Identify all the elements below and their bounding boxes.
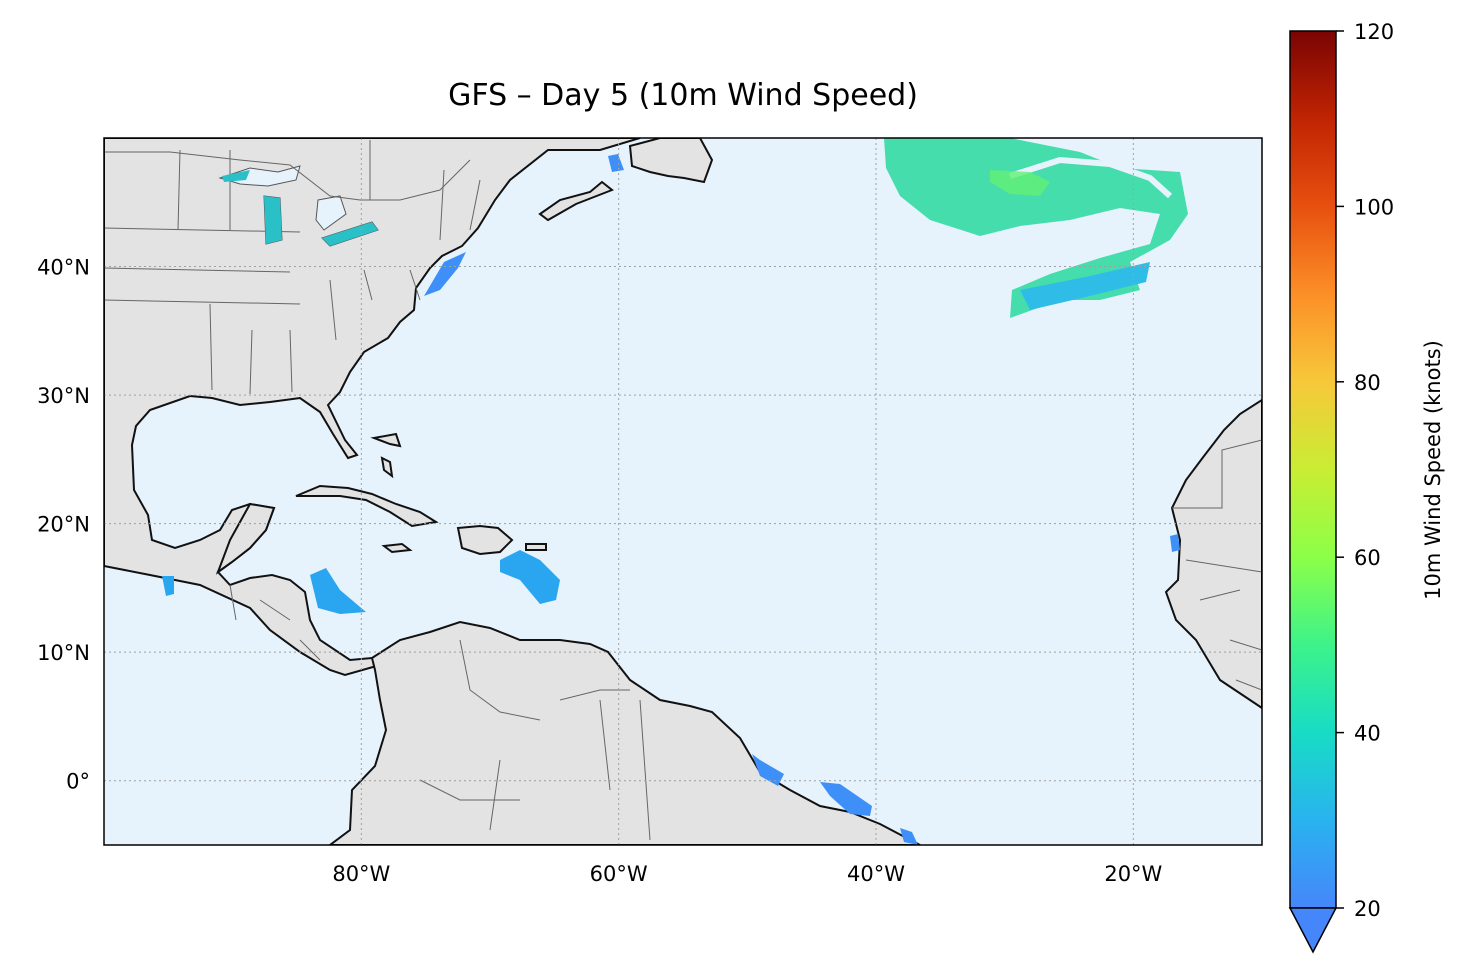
cyclone-eye-ring: [1009, 156, 1173, 199]
equatorial-wind-patch: [752, 754, 918, 845]
cuba-island: [295, 484, 439, 528]
west-africa-wind-patch: [1170, 534, 1180, 552]
colorbar-tick-label: 40: [1354, 722, 1381, 746]
longitude-tick-labels: 80°W 60°W 40°W 20°W: [332, 862, 1162, 886]
gridlines: [104, 138, 1262, 845]
colorbar-tick-label: 100: [1354, 195, 1394, 219]
colorbar-tick-label: 80: [1354, 371, 1381, 395]
colorbar-label: 10m Wind Speed (knots): [1421, 340, 1445, 600]
nova-scotia: [538, 180, 614, 222]
latitude-tick-labels: 40°N 30°N 20°N 10°N 0°: [37, 256, 90, 794]
cyclone-core: [990, 170, 1050, 196]
colorbar-gradient: [1289, 30, 1337, 909]
east-coast-wind-patch: [424, 252, 466, 296]
map-title: GFS – Day 5 (10m Wind Speed): [448, 78, 918, 113]
colorbar-tick-label: 20: [1354, 897, 1381, 921]
colorbar-tick-label: 60: [1354, 546, 1381, 570]
latitude-tick-label: 10°N: [37, 641, 90, 665]
jamaica-island: [381, 542, 413, 554]
political-borders: [104, 140, 1262, 841]
colorbar: 20 40 60 80 100 120 10m Wind Speed (knots): [1288, 20, 1445, 954]
honduras-wind-patch: [310, 568, 366, 614]
lake-superior: [218, 165, 301, 187]
longitude-tick-label: 80°W: [332, 862, 390, 886]
map-frame: [103, 137, 1263, 846]
puerto-rico-island: [525, 543, 547, 551]
yucatan-peninsula: [215, 502, 276, 575]
caribbean-wind-patch: [500, 550, 560, 604]
wind-speed-field: [162, 138, 1188, 845]
latitude-tick-label: 40°N: [37, 256, 90, 280]
colorbar-tick-label: 120: [1354, 20, 1394, 44]
gulf-st-lawrence-wind-patch: [608, 154, 624, 172]
hispaniola-island: [456, 524, 514, 556]
bahamas-islands: [370, 432, 402, 479]
latitude-tick-label: 20°N: [37, 513, 90, 537]
pacific-wind-patch: [162, 576, 174, 596]
south-america-landmass: [328, 620, 921, 845]
newfoundland-island: [628, 138, 714, 184]
cyclone-tail: [1020, 262, 1150, 310]
africa-landmass: [1164, 398, 1262, 710]
latitude-tick-label: 0°: [66, 770, 90, 794]
great-lakes-wind-patch: [222, 170, 378, 246]
longitude-tick-label: 20°W: [1104, 862, 1162, 886]
longitude-tick-label: 40°W: [847, 862, 905, 886]
colorbar-extend-arrow: [1288, 907, 1338, 954]
colorbar-ticks: 20 40 60 80 100 120: [1336, 20, 1394, 921]
latitude-tick-label: 30°N: [37, 384, 90, 408]
longitude-tick-label: 60°W: [590, 862, 648, 886]
map-area: [104, 138, 1262, 845]
